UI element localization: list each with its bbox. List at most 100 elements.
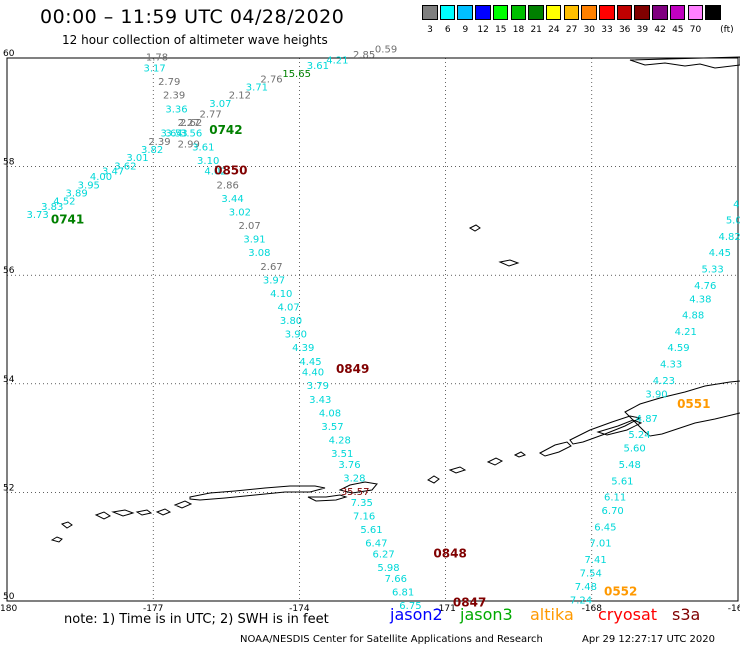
lon-tick-label: -177 xyxy=(143,604,163,614)
wave-height-point: 4.59 xyxy=(667,343,689,354)
wave-height-point: 4.08 xyxy=(319,408,341,419)
pass-time-label: 0850 xyxy=(214,164,247,178)
wave-height-point: 5.08 xyxy=(726,216,740,227)
page-title: 00:00 – 11:59 UTC 04/28/2020 xyxy=(40,6,345,28)
wave-height-point: 7.66 xyxy=(385,574,407,585)
wave-height-point: 2.79 xyxy=(158,77,180,88)
wave-height-point: 7.48 xyxy=(575,582,597,593)
pass-time-label: 0552 xyxy=(604,585,637,599)
legend-item-jason3: jason3 xyxy=(460,605,513,624)
wave-height-point: 2.27 xyxy=(178,118,200,129)
wave-height-point: 1.78 xyxy=(146,53,168,64)
credit-line: NOAA/NESDIS Center for Satellite Applica… xyxy=(240,634,543,645)
wave-height-point: 3.51 xyxy=(331,449,353,460)
scale-label: 24 xyxy=(548,25,560,35)
pass-time-label: 0848 xyxy=(433,547,466,561)
wave-height-point: 3.97 xyxy=(263,275,285,286)
scale-label: 70 xyxy=(689,25,702,35)
wave-height-point: 3.79 xyxy=(307,381,329,392)
legend-item-jason2: jason2 xyxy=(390,605,443,624)
wave-height-point: 3.89 xyxy=(65,188,87,199)
scale-unit: (ft) xyxy=(720,25,734,35)
wave-height-point: 3.36 xyxy=(165,104,187,115)
scale-swatch xyxy=(581,5,597,20)
wave-height-point: 5.98 xyxy=(377,563,399,574)
pribilof-islands xyxy=(468,224,520,267)
wave-height-point: 3.02 xyxy=(229,207,251,218)
wave-height-point: 5.48 xyxy=(619,460,641,471)
pass-time-label: 0742 xyxy=(209,123,242,137)
scale-swatch xyxy=(616,5,633,20)
wave-height-point: 4.45 xyxy=(299,357,321,368)
scale-swatch xyxy=(652,5,668,20)
wave-height-point: 4.52 xyxy=(53,197,75,208)
wave-height-point: 4.39 xyxy=(292,343,314,354)
wave-height-point: 4.6 xyxy=(733,199,740,210)
wave-height-point: 7.01 xyxy=(589,539,611,550)
wave-height-point: 3.62 xyxy=(114,161,136,172)
lat-tick-label: 50 xyxy=(3,592,15,602)
generation-timestamp: Apr 29 12:27:17 UTC 2020 xyxy=(582,634,715,645)
scale-swatch xyxy=(475,5,491,20)
scale-swatch xyxy=(669,5,686,20)
wave-height-point: 4.38 xyxy=(689,294,711,305)
wave-height-point: 3.82 xyxy=(141,145,163,156)
wave-height-point: 3.76 xyxy=(338,460,360,471)
lon-tick-label: -180 xyxy=(0,604,17,614)
pass-time-label: 0741 xyxy=(51,213,84,227)
scale-swatch xyxy=(492,5,509,20)
wave-height-point: 4.10 xyxy=(270,289,292,300)
wave-height-point: 7.54 xyxy=(580,569,602,580)
wave-height-point: 35.57 xyxy=(341,487,370,498)
wave-height-point: 4.76 xyxy=(694,281,716,292)
wave-height-point: 4.21 xyxy=(326,55,348,66)
pass-labels: 0741 0742 0850 0849 0848 0847 0551 0552 xyxy=(51,123,711,609)
scale-label: 12 xyxy=(477,25,489,35)
wave-height-point: 7.24 xyxy=(570,596,592,607)
wave-height-point: 2.12 xyxy=(229,91,251,102)
wave-height-point: 3.08 xyxy=(248,248,270,259)
wave-height-point: 3.01 xyxy=(126,153,148,164)
scale-label: 33 xyxy=(601,25,613,35)
wave-height-point: 2.99 xyxy=(178,140,200,151)
wave-height-point: 3.07 xyxy=(209,99,231,110)
wave-height-point: 6.47 xyxy=(365,539,387,550)
wave-height-point: 4.40 xyxy=(302,368,324,379)
scale-swatch xyxy=(439,5,456,20)
scale-swatch xyxy=(528,5,544,20)
wave-height-point: 4.87 xyxy=(636,414,658,425)
scale-label: 9 xyxy=(462,25,469,35)
scale-swatch xyxy=(599,5,615,20)
scale-swatch xyxy=(563,5,580,20)
lon-tick-label: -174 xyxy=(289,604,310,614)
scale-label: 30 xyxy=(583,25,596,35)
wave-height-point: 4.33 xyxy=(660,360,682,371)
pass-time-label: 0849 xyxy=(336,362,369,376)
pass-time-label: 0551 xyxy=(677,397,710,411)
wave-height-point: 4.28 xyxy=(329,436,351,447)
scale-swatch xyxy=(510,5,526,20)
wave-height-point: 3.53 xyxy=(165,129,187,140)
scale-swatch xyxy=(457,5,473,20)
wave-height-point: 3.95 xyxy=(78,180,100,191)
legend-item-altika: altika xyxy=(530,605,574,624)
scale-label: 15 xyxy=(495,25,507,35)
scale-label: 27 xyxy=(565,25,578,35)
legend-item-cryosat: cryosat xyxy=(598,605,658,624)
scale-swatch xyxy=(634,5,650,20)
wave-height-point: 5.60 xyxy=(623,444,645,455)
scale-swatch xyxy=(687,5,703,20)
wave-height-point: 5.61 xyxy=(360,525,382,536)
lat-tick-label: 58 xyxy=(3,158,15,168)
wave-height-point: 2.85 xyxy=(353,50,375,61)
lat-tick-label: 60 xyxy=(3,49,15,59)
alaska-peninsula xyxy=(624,380,740,437)
wave-height-point: 3.61 xyxy=(307,61,329,72)
wave-height-point: 7.41 xyxy=(584,555,606,566)
wave-height-point: 6.75 xyxy=(399,601,421,612)
wave-height-point: 3.71 xyxy=(246,83,268,94)
wave-height-point: 4.00 xyxy=(90,172,112,183)
wave-height-point: 5.61 xyxy=(611,476,633,487)
scale-label: 3 xyxy=(427,25,433,35)
wave-height-point: 3.64 xyxy=(161,129,183,140)
